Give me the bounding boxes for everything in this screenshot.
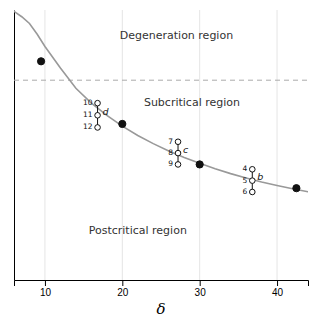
group-letter: d [103,106,110,117]
x-tick: 40 [272,280,284,298]
region-label: Degeneration region [120,29,233,42]
x-tick-mark [45,280,46,286]
point [293,185,300,192]
x-tick-label: 10 [40,287,52,298]
group-point [95,125,101,131]
point [119,120,126,127]
region-label: Subcritical region [144,96,240,109]
point-label: 10 [83,98,93,107]
point-label: 5 [243,176,248,185]
group-letter: c [183,144,189,155]
point-label: 8 [168,148,173,157]
point-label: 7 [168,137,173,146]
group-point [249,167,255,173]
annotations: 10 11 12 d 7 8 9 c 4 5 6b Degeneration region Subcri… [83,29,263,238]
point-label: 4 [243,164,248,173]
point-label: 6 [243,187,248,196]
x-tick-mark [277,280,278,286]
x-tick-mark [200,280,201,286]
point [37,58,44,65]
grid-line [122,10,123,280]
x-tick: 20 [117,280,129,298]
point-label: 9 [168,159,173,168]
x-axis-line [15,281,309,287]
group-point [95,113,101,119]
group-point [249,178,255,184]
group-point [175,139,181,145]
group-point [175,150,181,156]
grid-line [199,10,200,280]
grid [45,10,277,280]
point-label: 12 [83,122,93,131]
point-label: 11 [83,110,93,119]
x-tick-label: 40 [272,287,284,298]
y-axis [14,11,15,281]
marks [14,11,308,194]
grid-line [277,10,278,280]
x-tick: 10 [40,280,52,298]
region-label: Postcritical region [89,224,187,237]
group-point [249,189,255,195]
x-axis-title: δ [156,300,165,318]
x-tick: 30 [195,280,207,298]
curve [14,11,308,191]
x-tick-label: 20 [117,287,129,298]
group-letter: b [257,171,263,182]
x-axis: 10 20 30 40 [15,280,309,298]
x-tick-mark [122,280,123,286]
reference-line [14,80,308,81]
group-point [175,162,181,168]
x-tick-label: 30 [195,287,207,298]
group-point [95,100,101,106]
y-axis-line [14,11,15,281]
chart: 10 20 30 40 10 11 12 d 7 8 9 c 4 5 6b Degeneration regi… [0,0,320,320]
grid-line [44,10,45,280]
point [196,161,203,168]
plot: 10 20 30 40 10 11 12 d 7 8 9 c 4 5 6b Degeneration regi… [14,10,309,298]
